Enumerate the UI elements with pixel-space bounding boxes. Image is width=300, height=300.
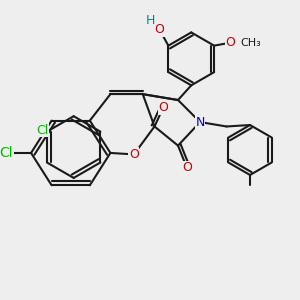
Text: O: O bbox=[225, 36, 235, 49]
Text: H: H bbox=[146, 14, 155, 27]
Text: Cl: Cl bbox=[36, 124, 49, 137]
Text: O: O bbox=[182, 161, 192, 174]
Text: N: N bbox=[195, 116, 205, 129]
Text: O: O bbox=[154, 23, 164, 36]
Text: O: O bbox=[158, 101, 168, 114]
Text: CH₃: CH₃ bbox=[241, 38, 261, 48]
Text: O: O bbox=[129, 148, 139, 161]
Text: Cl: Cl bbox=[0, 146, 13, 160]
